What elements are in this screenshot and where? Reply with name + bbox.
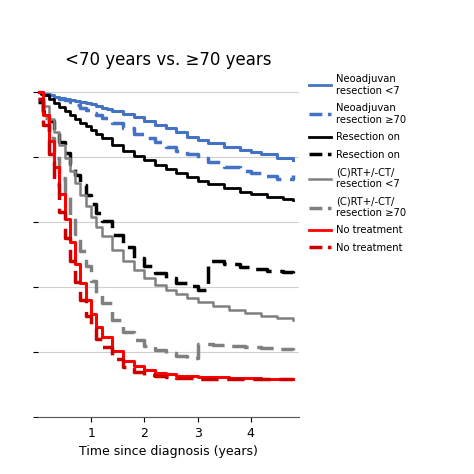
- Title: <70 years vs. ≥70 years: <70 years vs. ≥70 years: [65, 51, 272, 69]
- Legend: Neoadjuvan
resection <7, Neoadjuvan
resection ≥70, Resection on, Resection on, (: Neoadjuvan resection <7, Neoadjuvan rese…: [309, 74, 406, 253]
- X-axis label: Time since diagnosis (years): Time since diagnosis (years): [79, 446, 258, 458]
